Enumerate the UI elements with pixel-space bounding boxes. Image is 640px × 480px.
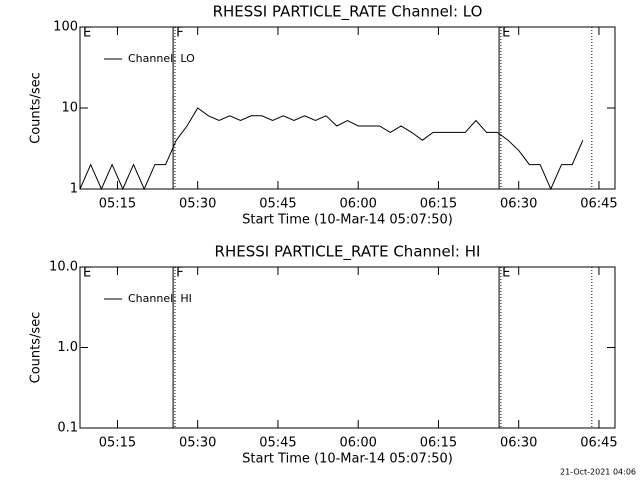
y-axis-label: Counts/sec xyxy=(29,312,44,384)
y-tick-label: 10.0 xyxy=(49,260,78,275)
legend-label: Channel: HI xyxy=(128,292,192,305)
marker-label: F xyxy=(176,26,183,41)
footer-date: 21-Oct-2021 04:06 xyxy=(560,468,636,477)
x-tick-label: 05:30 xyxy=(179,197,216,212)
y-tick-label: 1 xyxy=(70,182,78,197)
x-tick-label: 06:30 xyxy=(500,436,537,451)
x-tick-label: 05:15 xyxy=(99,436,136,451)
x-tick-label: 06:15 xyxy=(420,197,457,212)
x-tick-label: 06:00 xyxy=(339,197,376,212)
x-tick-label: 05:45 xyxy=(259,436,296,451)
legend-label: Channel: LO xyxy=(128,52,195,65)
marker-label: E xyxy=(502,266,510,281)
x-tick-label: 06:15 xyxy=(420,436,457,451)
y-tick-label: 10 xyxy=(61,101,78,116)
y-tick-label: 0.1 xyxy=(57,421,78,436)
x-tick-label: 06:30 xyxy=(500,197,537,212)
chart-title: RHESSI PARTICLE_RATE Channel: HI xyxy=(215,243,481,262)
data-line xyxy=(79,107,584,191)
x-axis-label: Start Time (10-Mar-14 05:07:50) xyxy=(242,452,453,467)
x-tick-label: 06:45 xyxy=(580,436,617,451)
marker-label: E xyxy=(83,266,91,281)
marker-label: E xyxy=(502,26,510,41)
x-tick-label: 05:30 xyxy=(179,436,216,451)
y-axis-label: Counts/sec xyxy=(29,72,44,144)
marker-label: F xyxy=(176,266,183,281)
y-tick-label: 100 xyxy=(53,20,78,35)
x-tick-label: 06:45 xyxy=(580,197,617,212)
x-axis-label: Start Time (10-Mar-14 05:07:50) xyxy=(242,213,453,228)
marker-label: E xyxy=(83,26,91,41)
x-tick-label: 05:45 xyxy=(259,197,296,212)
x-tick-label: 06:00 xyxy=(339,436,376,451)
chart-title: RHESSI PARTICLE_RATE Channel: LO xyxy=(213,3,483,22)
x-tick-label: 05:15 xyxy=(99,197,136,212)
y-tick-label: 1.0 xyxy=(57,340,78,355)
